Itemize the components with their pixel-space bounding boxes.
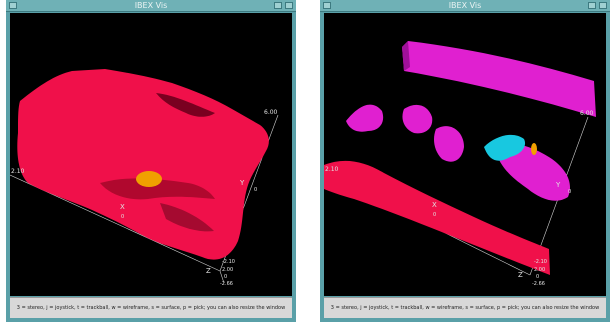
bounding-box-line (219, 270, 225, 284)
window-title: IBEX Vis (448, 1, 482, 10)
tick-label: 2.00 (222, 267, 233, 273)
tick-label: 2.00 (534, 267, 545, 273)
tick-label: 0 (121, 214, 124, 220)
red-isosurface[interactable] (17, 69, 269, 260)
magenta-fragment[interactable] (434, 126, 464, 162)
surface-shadow (156, 93, 215, 117)
tick-label: 6.00 (580, 110, 594, 117)
tick-label: 0 (224, 274, 227, 280)
tick-label: 0 (433, 212, 436, 218)
maximize-icon[interactable] (599, 2, 607, 9)
magenta-fragment[interactable] (402, 104, 433, 134)
tick-label: 6.00 (264, 109, 278, 116)
cyan-blob[interactable] (484, 134, 526, 161)
status-help-text: 3 = stereo, j = joystick, t = trackball,… (16, 305, 286, 311)
orange-blob[interactable] (136, 171, 162, 187)
maximize-icon[interactable] (285, 2, 293, 9)
x-axis-label: X (432, 201, 437, 209)
orange-blob[interactable] (531, 143, 537, 155)
tick-label: 0 (254, 187, 257, 193)
tick-label: -2.66 (532, 281, 545, 287)
window-titlebar[interactable]: IBEX Vis (6, 0, 296, 12)
minimize-icon[interactable] (274, 2, 282, 9)
surface-shadow (100, 178, 215, 200)
window-menu-icon[interactable] (323, 2, 331, 9)
tick-label: -2.66 (220, 281, 233, 287)
window-menu-icon[interactable] (9, 2, 17, 9)
x-axis-label: X (120, 203, 125, 211)
y-axis-label: Y (239, 179, 245, 187)
tick-label: 0 (536, 274, 539, 280)
visualization-window-left[interactable]: IBEX Vis 6.00 2.10 X 0 Y 0 Z -2.10 (6, 0, 296, 322)
tick-label: 0 (568, 189, 571, 195)
3d-viewport[interactable]: 6.00 2.10 X 0 Y 0 Z -2.10 2.00 0 -2.66 (324, 13, 606, 296)
magenta-fragment[interactable] (346, 104, 384, 132)
magenta-fragment[interactable] (494, 143, 571, 201)
window-title: IBEX Vis (134, 1, 168, 10)
z-axis-label: Z (518, 271, 523, 279)
minimize-icon[interactable] (588, 2, 596, 9)
3d-viewport[interactable]: 6.00 2.10 X 0 Y 0 Z -2.10 2.00 0 -2.66 (10, 13, 292, 296)
status-help-text: 3 = stereo, j = joystick, t = trackball,… (330, 305, 600, 311)
tick-label: -2.10 (222, 259, 235, 265)
slab-side (402, 41, 410, 71)
tick-label: -2.10 (534, 259, 547, 265)
tick-label: 2.10 (11, 168, 25, 175)
magenta-slab[interactable] (402, 41, 596, 117)
status-bar: 3 = stereo, j = joystick, t = trackball,… (324, 297, 606, 318)
y-axis-label: Y (555, 181, 561, 189)
visualization-window-right[interactable]: IBEX Vis 6.00 2.10 X 0 (320, 0, 610, 322)
window-titlebar[interactable]: IBEX Vis (320, 0, 610, 12)
surface-shadow (160, 203, 214, 232)
z-axis-label: Z (206, 267, 211, 275)
status-bar: 3 = stereo, j = joystick, t = trackball,… (10, 297, 292, 318)
red-slab[interactable] (324, 160, 550, 275)
tick-label: 2.10 (325, 166, 339, 173)
